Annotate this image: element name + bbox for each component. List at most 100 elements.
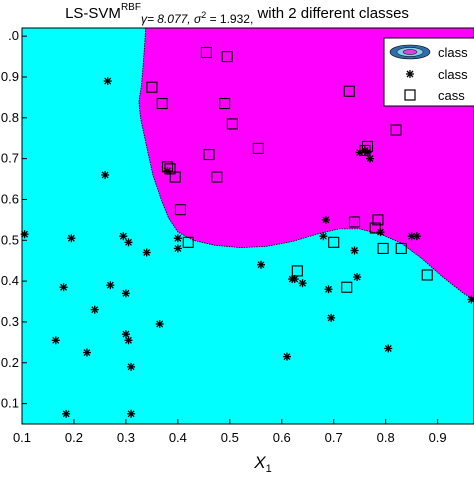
square-point-11 <box>221 51 233 63</box>
square-point-23 <box>377 242 389 255</box>
square-point-15 <box>328 236 340 248</box>
square-point-20 <box>361 140 374 152</box>
star-point-18 <box>155 319 164 328</box>
x-tick-label: 0.9 <box>429 430 447 445</box>
star-point-1 <box>59 283 68 292</box>
x-axis-label-sub: 1 <box>266 463 272 474</box>
square-point-14 <box>291 265 303 277</box>
square-point-7 <box>200 46 212 59</box>
star-point-29 <box>324 285 333 294</box>
square-point-4 <box>169 171 181 183</box>
star-point-26 <box>298 279 307 288</box>
star-point-41 <box>467 295 474 304</box>
legend-star-mark <box>406 70 414 78</box>
square-point-18 <box>348 216 361 228</box>
legend-star-icon <box>406 70 414 78</box>
star-point-13 <box>124 336 133 345</box>
star-point-32 <box>353 273 362 282</box>
square-point-19 <box>359 144 371 157</box>
star-point-28 <box>319 232 328 241</box>
y-tick-label: 0.9 <box>1 69 19 84</box>
title-sigma-part: = 1.932, <box>206 12 253 26</box>
square-point-1 <box>156 97 168 110</box>
x-axis: 0.1 0.2 0.3 0.4 0.5 0.6 0.7 0.8 0.9 <box>13 419 447 445</box>
square-point-25 <box>395 242 407 255</box>
x-tick-label: 0.7 <box>325 430 343 445</box>
x-tick-label: 0.4 <box>169 430 187 445</box>
star-point-30 <box>327 313 336 322</box>
star-point-2 <box>67 234 76 243</box>
square-point-16 <box>341 281 353 293</box>
square-point-6 <box>182 236 194 248</box>
legend: class class cass <box>383 37 474 107</box>
legend-label-1: class <box>438 45 468 60</box>
star-point-8 <box>106 281 115 290</box>
x-tick-label: 0.6 <box>273 430 291 445</box>
square-point-8 <box>203 149 215 161</box>
star-point-21 <box>173 244 182 253</box>
chart-title: LS-SVMRBFγ= 8.077, σ2 = 1.932, with 2 di… <box>65 2 409 26</box>
star-point-7 <box>103 77 112 86</box>
star-point-14 <box>127 362 136 371</box>
star-point-6 <box>101 170 110 179</box>
x-tick-label: 0.5 <box>221 430 239 445</box>
star-point-16 <box>62 409 71 418</box>
y-tick-label: 0.1 <box>1 396 19 411</box>
y-tick-label: 0.3 <box>1 314 19 329</box>
star-point-12 <box>121 330 130 339</box>
title-sigma-exp: 2 <box>201 10 206 20</box>
square-point-5 <box>174 204 187 216</box>
legend-contour-icon <box>389 44 431 60</box>
y-tick-label: 0.6 <box>1 191 19 206</box>
star-point-5 <box>90 305 99 314</box>
y-tick-label: 0.7 <box>1 151 19 166</box>
x-axis-label-main: X <box>253 453 266 472</box>
star-point-3 <box>51 336 60 345</box>
square-point-2 <box>161 161 174 173</box>
square-point-10 <box>219 97 231 110</box>
y-axis: 0.1 0.2 0.3 0.4 0.5 0.6 0.7 0.8 0.9 .0 <box>1 28 27 411</box>
y-tick-label: 0.4 <box>1 273 19 288</box>
legend-square-icon <box>404 89 416 101</box>
y-tick-label: 0.2 <box>1 355 19 370</box>
x-axis-label: X1 <box>253 453 271 474</box>
decision-regions <box>22 27 474 424</box>
star-point-25 <box>290 275 299 284</box>
star-point-15 <box>127 409 136 418</box>
y-tick-label: 0.5 <box>1 232 19 247</box>
y-tick-label: .0 <box>8 28 19 43</box>
x-tick-label: 0.1 <box>13 430 31 445</box>
title-superscript: RBF <box>121 2 141 13</box>
square-point-21 <box>369 222 381 234</box>
square-point-17 <box>343 85 355 97</box>
star-point-39 <box>407 232 416 241</box>
star-point-23 <box>282 352 291 361</box>
title-suffix: with 2 different classes <box>253 5 409 22</box>
square-point-9 <box>211 171 223 183</box>
x-tick-label: 0.3 <box>117 430 135 445</box>
x-tick-label: 0.2 <box>65 430 83 445</box>
star-point-11 <box>124 238 133 247</box>
star-point-27 <box>321 215 330 224</box>
title-gamma: γ= 8.077, σ <box>141 12 202 26</box>
square-point-0 <box>146 81 158 93</box>
decision-boundary <box>138 27 474 300</box>
star-point-40 <box>412 232 421 241</box>
plot-frame <box>21 27 474 425</box>
square-point-24 <box>390 124 402 136</box>
star-point-10 <box>121 289 130 298</box>
title-prefix: LS-SVM <box>65 5 121 22</box>
x-tick-label: 0.8 <box>377 430 395 445</box>
star-point-4 <box>82 348 91 357</box>
square-point-13 <box>252 142 264 154</box>
data-markers <box>20 46 474 418</box>
square-point-22 <box>372 214 384 226</box>
legend-label-3: cass <box>438 88 465 103</box>
star-point-38 <box>384 344 393 353</box>
star-point-20 <box>173 234 182 243</box>
square-point-26 <box>421 269 433 281</box>
star-point-31 <box>350 246 359 255</box>
star-point-22 <box>256 260 265 269</box>
